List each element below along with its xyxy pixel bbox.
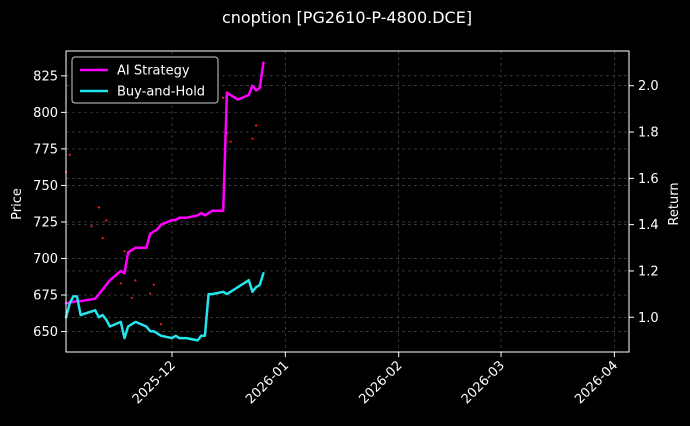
price-point: [251, 137, 254, 140]
price-point: [68, 153, 71, 156]
left-tick-label: 650: [33, 325, 58, 340]
right-tick-label: 1.8: [638, 126, 659, 141]
price-point: [148, 292, 152, 295]
grid-lines: [66, 51, 629, 352]
price-point: [159, 323, 163, 326]
price-point: [123, 250, 126, 253]
left-axis-label: Price: [10, 188, 25, 220]
legend-label-ai-strategy: AI Strategy: [117, 64, 190, 79]
price-point: [255, 124, 258, 127]
left-tick-label: 750: [33, 179, 58, 194]
price-point: [119, 282, 122, 285]
price-point: [152, 283, 155, 286]
series-line-buy-and-hold: [64, 272, 265, 342]
price-point: [90, 225, 93, 228]
legend-box: [71, 56, 219, 104]
price-point: [134, 279, 137, 282]
plot-frame: [65, 50, 630, 353]
price-point: [101, 236, 104, 240]
right-tick-label: 1.4: [638, 218, 659, 233]
right-tick-label: 1.2: [638, 264, 659, 279]
series-lines: [64, 61, 265, 342]
left-tick-label: 700: [33, 252, 58, 267]
right-tick-label: 1.6: [638, 172, 659, 187]
price-point: [97, 206, 101, 209]
price-point: [222, 96, 225, 99]
left-tick-label: 775: [33, 142, 58, 157]
right-axis-label: Return: [667, 182, 682, 225]
price-point: [229, 140, 232, 143]
price-point: [130, 296, 133, 300]
legend: AI Strategy Buy-and-Hold: [71, 56, 219, 104]
left-tick-label: 675: [33, 289, 58, 304]
right-tick-label: 2.0: [638, 79, 659, 94]
price-point: [105, 219, 108, 222]
legend-label-buy-and-hold: Buy-and-Hold: [117, 85, 205, 100]
chart-title: cnoption [PG2610-P-4800.DCE]: [222, 8, 472, 27]
series-line-ai-strategy: [64, 61, 265, 305]
left-tick-label: 725: [33, 215, 58, 230]
left-tick-label: 800: [33, 106, 58, 121]
right-tick-label: 1.0: [638, 311, 659, 326]
left-tick-label: 825: [33, 69, 58, 84]
